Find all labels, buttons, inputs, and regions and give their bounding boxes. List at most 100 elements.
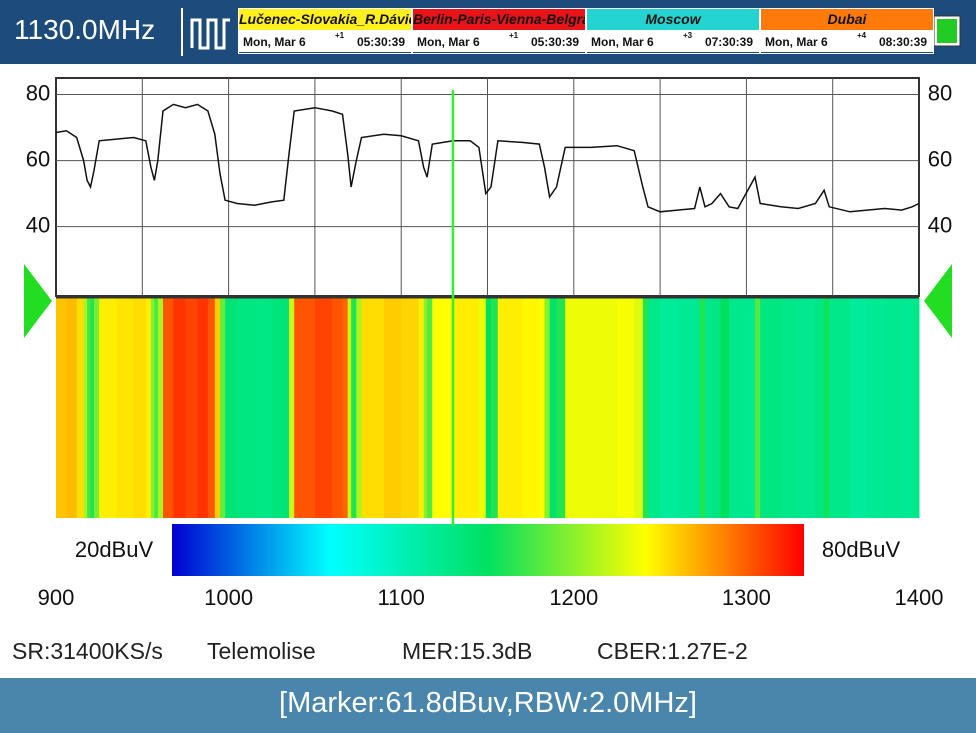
waterfall-strip [197,298,209,518]
clock-time: 05:30:39 [356,35,405,49]
waterfall-strip [694,298,701,518]
clock: Berlin-Paris-Vienna-Belgrade Mon, Mar 6 +1… [412,8,586,54]
waterfall-strip [729,298,739,518]
waterfall-strip [824,298,830,518]
clock-offset: +1 [509,31,519,40]
waterfall-strip [642,298,649,518]
waterfall-strip [418,298,425,518]
waterfall-strip [711,298,722,518]
waterfall-strip [616,298,635,518]
clock: Dubai Mon, Mar 6 +4 08:30:39 [760,8,934,54]
clock-time: 05:30:39 [530,35,579,49]
waterfall-strip [815,298,825,518]
waterfall-strip [401,298,419,518]
waterfall-strip [755,298,761,518]
clock-city: Moscow [587,9,759,30]
colorbar-label: 20dBuV [75,537,154,562]
spectrum-line [55,103,920,213]
waterfall-strip [539,298,545,518]
waterfall-strip [254,298,273,518]
waterfall-strip [544,298,551,518]
waterfall-strip [565,298,592,518]
waterfall-strip [283,298,290,518]
waterfall-strip [591,298,618,518]
y-tick-label: 80 [26,80,50,105]
waterfall-strip [99,298,117,518]
clock: Lučenec-Slovakia_R.Dávid Mon, Mar 6 +1 05:3… [238,8,412,54]
x-tick-label: 900 [38,585,75,610]
colorbar [172,524,804,576]
clock-date: Mon, Mar 6 [591,35,654,49]
waterfall-strip [901,298,913,518]
status-mer: MER:15.3dB [402,638,533,664]
clock-city: Berlin-Paris-Vienna-Belgrade [413,9,585,30]
waterfall-strip [76,298,85,518]
waterfall-strip [361,298,385,518]
clock-offset: +1 [335,31,345,40]
right-arrow [924,264,952,338]
x-tick-label: 1400 [895,585,944,610]
waterfall-strip [83,298,88,518]
waterfall-strip [660,298,678,518]
y-tick-label: 40 [26,212,50,237]
waterfall-strip [185,298,199,518]
waterfall-strip [56,298,67,518]
x-tick-label: 1100 [378,585,425,610]
waterfall-strip [677,298,696,518]
waterfall-strip [237,298,255,518]
waterfall-strip [634,298,644,518]
waterfall-strip [207,298,216,518]
waterfall-strip [423,298,428,518]
waterfall-strip [351,298,357,518]
status-cber: CBER:1.27E-2 [597,638,748,664]
clock-offset: +4 [857,31,867,40]
status-name: Telemolise [207,638,316,664]
y-tick-label: 60 [928,146,952,171]
battery [933,15,961,47]
y-tick-label: 40 [928,212,952,237]
waterfall-strip [912,298,920,518]
waterfall-strip [314,298,333,518]
waterfall-strip [271,298,285,518]
waterfall-strip [87,298,92,518]
left-arrow [24,264,52,338]
x-tick-label: 1200 [549,585,598,610]
waterfall-strip [145,298,152,518]
waterfall-strip [93,298,100,518]
waterfall-strip [798,298,816,518]
waterfall-strip [829,298,851,518]
waterfall-strip [522,298,540,518]
waterfall-strip [289,298,295,518]
waterfall-strip [347,298,352,518]
waterfall-strip [720,298,730,518]
waterfall-strip [427,298,433,518]
waterfall-strip [294,298,316,518]
waterfall-strip [884,298,903,518]
chart: 40 40 60 60 80 80 20dBuV 80dBuV 900 1000 1100 1200 1… [24,77,952,610]
waterfall-strip [648,298,661,518]
waterfall-strip [342,298,349,518]
waterfall-strip [485,298,492,518]
x-tick-label: 1300 [722,585,771,610]
waterfall-strip [90,298,95,518]
waterfall-strip [737,298,756,518]
waterfall-strip [383,298,402,518]
waterfall-strip [704,298,713,518]
waterfall-strip [225,298,238,518]
clock: Moscow Mon, Mar 6 +3 07:30:39 [586,8,760,54]
clock-time: 07:30:39 [704,35,753,49]
waterfall-strip [867,298,885,518]
x-tick-label: 1000 [204,585,253,610]
status-sr: SR:31400KS/s [12,638,163,664]
clock-city: Dubai [761,9,933,30]
waterfall-strip [452,298,471,518]
waterfall-strip [150,298,155,518]
waterfall-strip [133,298,147,518]
waterfall-strip [478,298,487,518]
waterfall-strip [490,298,499,518]
clock-city: Lučenec-Slovakia_R.Dávid [239,9,411,30]
waterfall-strip [116,298,135,518]
frequency: 1130.0MHz [14,14,156,45]
clock-row: Mon, Mar 6 +3 07:30:39 [587,30,759,52]
waterfall-strip [214,298,221,518]
